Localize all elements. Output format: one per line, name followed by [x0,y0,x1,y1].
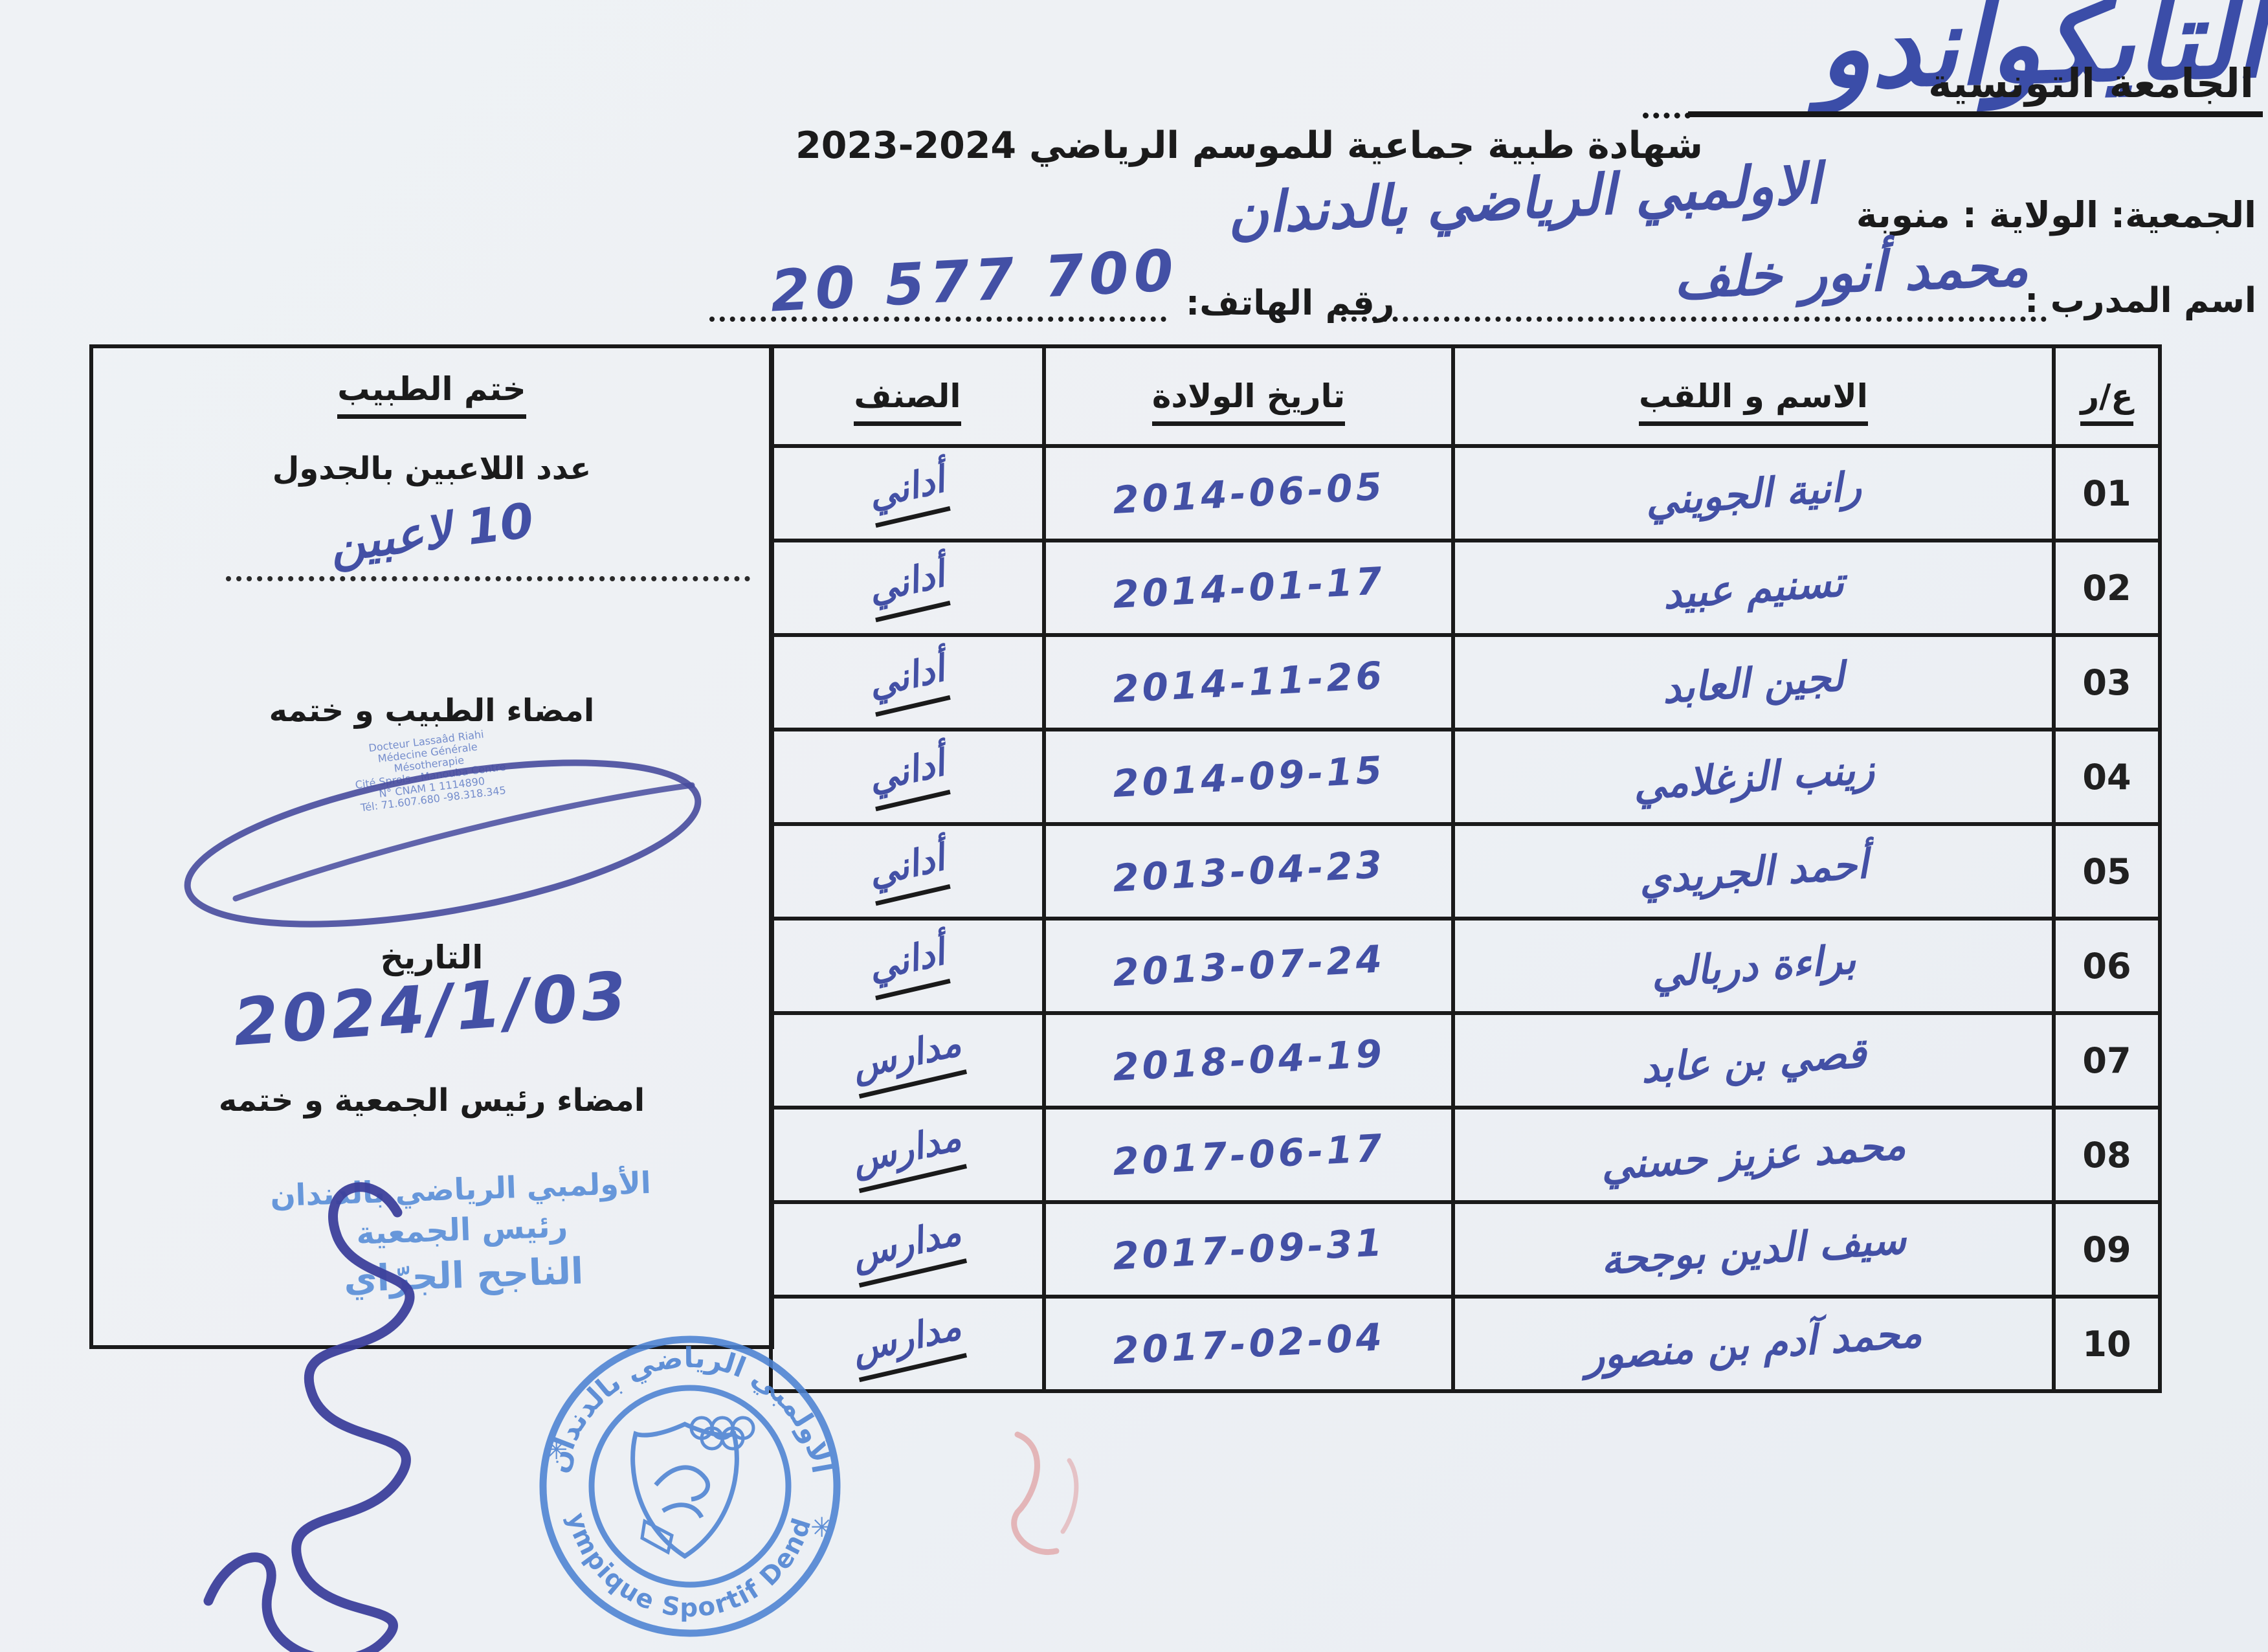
table-row: 10 محمد آدم بن منصور 2017-02-04 مدارس [769,1295,2162,1393]
svg-text:الأولمبي الرياضي بالدندان: الأولمبي الرياضي بالدندان [542,1342,838,1477]
player-birthdate-handwritten: 2014-06-05 [1042,444,1455,542]
phone-dotted-line [709,317,1166,322]
player-number: 04 [2052,728,2162,826]
player-birthdate-handwritten: 2014-01-17 [1042,539,1455,637]
round-stamp-arabic-text: الأولمبي الرياضي بالدندان [542,1342,838,1477]
trainer-label: اسم المدرب : [2025,281,2256,320]
doctor-stamp-column: ختم الطبيب عدد اللاعبين بالجدول 10 لاعبي… [89,344,774,1652]
red-pen-scribble [1011,1431,1079,1555]
player-number: 05 [2052,822,2162,921]
player-category-handwritten: أداني [769,728,1046,826]
player-category-handwritten: مدارس [769,1200,1046,1299]
player-name-handwritten: تسنيم عبيد [1451,539,2056,637]
table-row: 03 لجين العابد 2014-11-26 أداني [769,633,2162,731]
col-header-doctor-stamp: ختم الطبيب [93,370,770,419]
player-name-handwritten: محمد آدم بن منصور [1451,1295,2056,1393]
doctor-signature-scribble [184,759,702,928]
table-row: 06 براءة دربالي 2013-07-24 أداني [769,917,2162,1015]
table-row: 04 زينب الزغلامي 2014-09-15 أداني [769,728,2162,826]
player-birthdate-handwritten: 2017-06-17 [1042,1106,1455,1204]
player-category-handwritten: أداني [769,444,1046,542]
player-number: 09 [2052,1200,2162,1299]
table-row: 01 رانية الجويني 2014-06-05 أداني [769,444,2162,542]
player-number: 06 [2052,917,2162,1015]
club-round-stamp: الأولمبي الرياضي بالدندان Olympique Spor… [539,1335,841,1637]
phone-label: رقم الهاتف: [1186,284,1395,323]
players-count-label: عدد اللاعبين بالجدول [272,451,592,487]
table-row: 07 قصي بن عابد 2018-04-19 مدارس [769,1011,2162,1110]
association-label: الجمعية: الولاية : منوبة [1856,194,2256,236]
players-count-dotted-line [226,576,750,581]
stamp-asterisk-icon: ✳ [545,1434,568,1466]
col-header-name: الاسم و اللقب [1451,344,2056,448]
player-number: 07 [2052,1011,2162,1110]
player-number: 10 [2052,1295,2162,1393]
date-label: التاريخ [380,939,484,976]
table-row: 05 أحمد الجريدي 2013-04-23 أداني [769,822,2162,921]
player-category-handwritten: أداني [769,822,1046,921]
trainer-name-handwritten: محمد أنور خلف [1673,234,2030,311]
table-header-row: ع/ر الاسم و اللقب تاريخ الولادة الصنف [769,344,2162,448]
player-number: 02 [2052,539,2162,637]
col-header-category: الصنف [769,344,1046,448]
player-birthdate-handwritten: 2013-07-24 [1042,917,1455,1015]
player-number: 08 [2052,1106,2162,1204]
player-category-handwritten: أداني [769,539,1046,637]
player-number: 03 [2052,633,2162,731]
player-name-handwritten: رانية الجويني [1451,444,2056,542]
player-number: 01 [2052,444,2162,542]
player-birthdate-handwritten: 2017-02-04 [1042,1295,1455,1393]
phone-number-handwritten: 20 577 700 [768,236,1181,325]
player-name-handwritten: محمد عزيز حسني [1451,1106,2056,1204]
player-birthdate-handwritten: 2014-09-15 [1042,728,1455,826]
player-category-handwritten: مدارس [769,1106,1046,1204]
player-birthdate-handwritten: 2018-04-19 [1042,1011,1455,1110]
president-signature-scribble [203,1182,415,1652]
player-name-handwritten: لجين العابد [1451,633,2056,731]
col-header-number: ع/ر [2052,344,2162,448]
table-row: 08 محمد عزيز حسني 2017-06-17 مدارس [769,1106,2162,1204]
president-signature-label: امضاء رئيس الجمعية و ختمه [218,1082,645,1119]
doctor-signature-label: امضاء الطبيب و ختمه [269,693,595,729]
federation-underline-dots [1643,113,1691,118]
stamp-asterisk-icon: ✳ [810,1512,833,1543]
players-table: ع/ر الاسم و اللقب تاريخ الولادة الصنف 01… [769,344,2162,1393]
player-name-handwritten: قصي بن عابد [1451,1011,2056,1110]
federation-title: الجامعة التونسية [1928,60,2254,107]
federation-underline [1688,111,2263,117]
player-name-handwritten: سيف الدين بوجحة [1451,1200,2056,1299]
table-row: 09 سيف الدين بوجحة 2017-09-31 مدارس [769,1200,2162,1299]
trainer-dotted-line [1341,317,2047,322]
player-category-handwritten: مدارس [769,1011,1046,1110]
col-header-birth-date: تاريخ الولادة [1042,344,1455,448]
player-birthdate-handwritten: 2017-09-31 [1042,1200,1455,1299]
player-name-handwritten: زينب الزغلامي [1451,728,2056,826]
player-name-handwritten: براءة دربالي [1451,917,2056,1015]
player-birthdate-handwritten: 2013-04-23 [1042,822,1455,921]
player-name-handwritten: أحمد الجريدي [1451,822,2056,921]
player-category-handwritten: أداني [769,917,1046,1015]
table-row: 02 تسنيم عبيد 2014-01-17 أداني [769,539,2162,637]
certificate-title: شهادة طبية جماعية للموسم الرياضي 2024-20… [795,124,1703,167]
player-category-handwritten: أداني [769,633,1046,731]
player-birthdate-handwritten: 2014-11-26 [1042,633,1455,731]
